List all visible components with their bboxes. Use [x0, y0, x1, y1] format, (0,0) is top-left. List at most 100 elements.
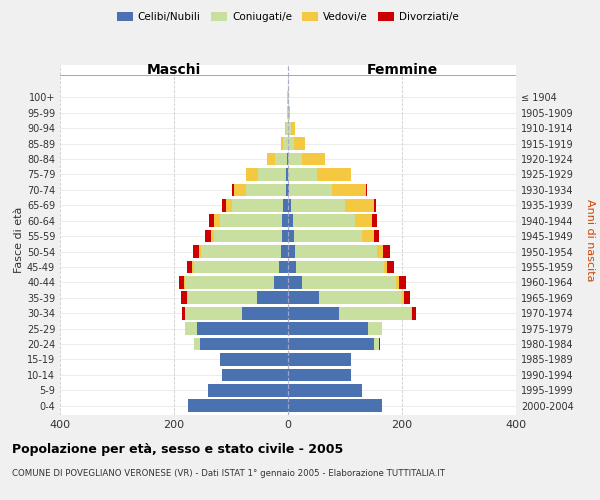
Bar: [184, 276, 185, 288]
Bar: [274, 276, 288, 288]
Bar: [373, 230, 379, 242]
Bar: [288, 230, 294, 242]
Bar: [235, 184, 246, 196]
Bar: [387, 260, 394, 274]
Bar: [412, 307, 416, 320]
Bar: [288, 199, 291, 211]
Bar: [288, 245, 295, 258]
Bar: [242, 307, 288, 320]
Bar: [199, 245, 202, 258]
Bar: [355, 214, 373, 227]
Bar: [214, 230, 283, 242]
Text: Femmine: Femmine: [367, 62, 437, 76]
Bar: [288, 276, 302, 288]
Bar: [345, 199, 373, 211]
Bar: [287, 152, 288, 166]
Bar: [288, 106, 289, 119]
Bar: [187, 260, 192, 274]
Y-axis label: Anni di nascita: Anni di nascita: [585, 198, 595, 281]
Bar: [302, 276, 397, 288]
Bar: [377, 245, 383, 258]
Bar: [293, 214, 355, 227]
Bar: [288, 214, 293, 227]
Text: Popolazione per età, sesso e stato civile - 2005: Popolazione per età, sesso e stato civil…: [12, 442, 343, 456]
Bar: [302, 152, 325, 166]
Bar: [275, 152, 287, 166]
Bar: [402, 292, 404, 304]
Bar: [288, 338, 373, 350]
Bar: [181, 292, 187, 304]
Bar: [188, 400, 288, 412]
Bar: [200, 338, 288, 350]
Bar: [332, 184, 366, 196]
Bar: [294, 138, 305, 150]
Bar: [283, 199, 288, 211]
Legend: Celibi/Nubili, Coniugati/e, Vedovi/e, Divorziati/e: Celibi/Nubili, Coniugati/e, Vedovi/e, Di…: [113, 8, 463, 26]
Bar: [385, 260, 387, 274]
Bar: [288, 307, 340, 320]
Bar: [179, 276, 184, 288]
Bar: [286, 168, 288, 181]
Bar: [288, 138, 294, 150]
Bar: [379, 338, 380, 350]
Bar: [296, 260, 385, 274]
Bar: [288, 292, 319, 304]
Bar: [286, 184, 288, 196]
Bar: [373, 338, 379, 350]
Bar: [185, 276, 274, 288]
Bar: [232, 199, 283, 211]
Bar: [193, 245, 199, 258]
Bar: [220, 353, 288, 366]
Bar: [288, 322, 368, 335]
Bar: [209, 214, 214, 227]
Bar: [280, 260, 288, 274]
Bar: [288, 184, 289, 196]
Bar: [187, 292, 188, 304]
Bar: [362, 230, 373, 242]
Bar: [205, 230, 211, 242]
Bar: [281, 138, 283, 150]
Bar: [223, 368, 288, 381]
Bar: [288, 122, 291, 134]
Bar: [404, 292, 410, 304]
Bar: [283, 230, 288, 242]
Bar: [287, 106, 288, 119]
Bar: [284, 122, 286, 134]
Bar: [288, 368, 350, 381]
Bar: [202, 245, 281, 258]
Bar: [197, 322, 288, 335]
Bar: [267, 152, 275, 166]
Bar: [340, 307, 410, 320]
Bar: [373, 199, 376, 211]
Bar: [289, 184, 332, 196]
Bar: [289, 106, 290, 119]
Text: Maschi: Maschi: [147, 62, 201, 76]
Bar: [397, 276, 399, 288]
Y-axis label: Fasce di età: Fasce di età: [14, 207, 24, 273]
Bar: [246, 184, 286, 196]
Bar: [194, 338, 200, 350]
Bar: [247, 168, 258, 181]
Bar: [291, 122, 295, 134]
Bar: [288, 400, 382, 412]
Bar: [188, 292, 257, 304]
Bar: [232, 184, 235, 196]
Bar: [281, 245, 288, 258]
Bar: [185, 307, 242, 320]
Bar: [208, 384, 288, 396]
Bar: [288, 353, 350, 366]
Bar: [194, 260, 280, 274]
Bar: [258, 168, 286, 181]
Bar: [220, 214, 283, 227]
Bar: [317, 168, 350, 181]
Bar: [294, 230, 362, 242]
Bar: [288, 152, 302, 166]
Bar: [283, 214, 288, 227]
Bar: [366, 184, 367, 196]
Bar: [214, 214, 220, 227]
Bar: [368, 322, 382, 335]
Bar: [226, 199, 232, 211]
Bar: [257, 292, 288, 304]
Bar: [222, 199, 226, 211]
Bar: [291, 199, 345, 211]
